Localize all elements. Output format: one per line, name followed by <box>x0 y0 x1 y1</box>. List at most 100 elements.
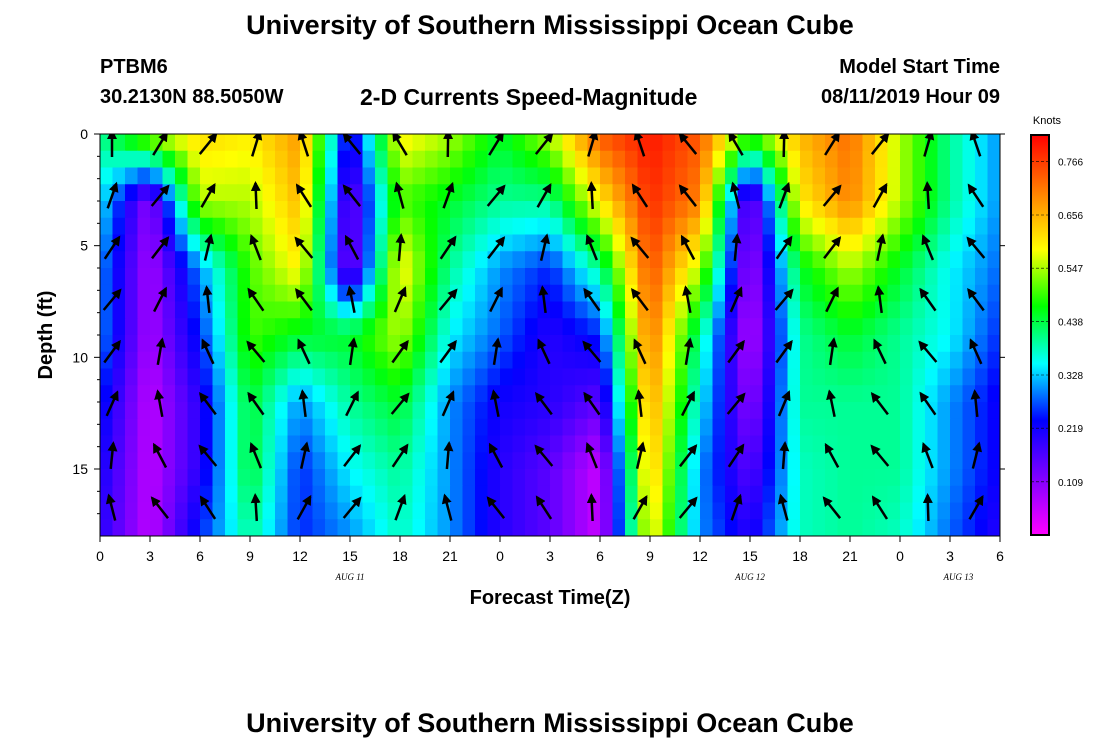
heatmap-cell <box>400 418 414 437</box>
heatmap-cell <box>425 217 439 236</box>
heatmap-cell <box>187 452 201 470</box>
heatmap-cell <box>737 217 751 236</box>
heatmap-cell <box>787 418 801 437</box>
x-tick-label: 18 <box>392 548 408 564</box>
heatmap-cell <box>887 284 901 303</box>
heatmap-cell <box>812 418 826 437</box>
heatmap-cell <box>612 167 626 185</box>
heatmap-cell <box>150 217 164 236</box>
heatmap-cell <box>762 502 776 520</box>
heatmap-cell <box>700 284 714 303</box>
current-arrow <box>971 441 983 469</box>
heatmap-cell <box>425 402 439 420</box>
heatmap-cell <box>612 335 626 353</box>
heatmap-cell <box>912 201 926 219</box>
heatmap-cell <box>162 217 176 236</box>
heatmap-cell <box>450 150 464 169</box>
heatmap-cell <box>712 201 726 219</box>
heatmap-cell <box>887 519 901 536</box>
heatmap-cell <box>250 519 264 536</box>
heatmap-cell <box>475 519 489 536</box>
heatmap-cell <box>800 485 814 504</box>
heatmap-cell <box>650 519 664 536</box>
heatmap-cell <box>175 435 189 453</box>
heatmap-cell <box>237 134 251 152</box>
heatmap-cell <box>387 167 401 185</box>
heatmap-cell <box>925 351 939 370</box>
current-arrow <box>918 340 938 363</box>
heatmap-cell <box>462 351 476 370</box>
current-arrow <box>778 181 791 209</box>
heatmap-cell <box>862 318 876 336</box>
heatmap-cell <box>750 251 764 269</box>
current-arrow <box>632 494 648 520</box>
heatmap-cell <box>237 452 251 470</box>
current-arrow <box>250 493 261 522</box>
heatmap-cell <box>850 167 864 185</box>
heatmap-cell <box>625 150 639 169</box>
heatmap-cell <box>475 134 489 152</box>
heatmap-cell <box>300 318 314 336</box>
heatmap-cell <box>587 150 601 169</box>
heatmap-cell <box>875 167 889 185</box>
heatmap-cell <box>700 418 714 437</box>
heatmap-cell <box>225 251 239 269</box>
heatmap-cell <box>475 402 489 420</box>
heatmap-cell <box>812 318 826 336</box>
heatmap-cell <box>575 217 589 236</box>
heatmap-cell <box>625 184 639 202</box>
heatmap-cell <box>737 301 751 319</box>
heatmap-cell <box>537 469 551 487</box>
colorbar-tick-label: 0.109 <box>1058 478 1083 489</box>
heatmap-cell <box>700 519 714 536</box>
heatmap-cell <box>512 217 526 236</box>
heatmap-cell <box>887 217 901 236</box>
heatmap-cell <box>125 234 139 252</box>
heatmap-cell <box>525 318 539 336</box>
heatmap-cell <box>175 284 189 303</box>
heatmap-cell <box>275 368 289 386</box>
heatmap-cell <box>875 150 889 169</box>
heatmap-cell <box>975 217 989 236</box>
heatmap-cell <box>837 351 851 370</box>
heatmap-cell <box>337 134 351 152</box>
heatmap-cell <box>850 519 864 536</box>
heatmap-cell <box>750 435 764 453</box>
heatmap-cell <box>975 418 989 437</box>
heatmap-cell <box>737 335 751 353</box>
heatmap-cell <box>500 469 514 487</box>
heatmap-cell <box>475 385 489 403</box>
heatmap-cell <box>412 385 426 403</box>
heatmap-cell <box>575 134 589 152</box>
heatmap-cell <box>712 435 726 453</box>
current-arrow <box>200 182 216 208</box>
heatmap-cell <box>975 284 989 303</box>
current-arrow <box>633 134 646 157</box>
date-label: AUG 13 <box>942 572 973 582</box>
heatmap-cell <box>575 234 589 252</box>
current-arrow <box>728 134 744 156</box>
heatmap-cell <box>837 301 851 319</box>
heatmap-cell <box>687 301 701 319</box>
heatmap-cell <box>162 301 176 319</box>
heatmap-cell <box>100 318 114 336</box>
heatmap-cell <box>837 385 851 403</box>
heatmap-cell <box>625 485 639 504</box>
heatmap-cell <box>475 502 489 520</box>
heatmap-cell <box>162 251 176 269</box>
heatmap-cell <box>412 435 426 453</box>
heatmap-cell <box>762 368 776 386</box>
heatmap-cell <box>762 335 776 353</box>
current-arrow <box>775 235 793 260</box>
heatmap-cell <box>837 167 851 185</box>
heatmap-cell <box>325 318 339 336</box>
heatmap-cell <box>312 184 326 202</box>
heatmap-cell <box>462 418 476 437</box>
heatmap-cell <box>800 134 814 152</box>
current-arrow <box>583 287 601 312</box>
heatmap-cell <box>887 385 901 403</box>
heatmap-cell <box>375 418 389 437</box>
heatmap-cell <box>887 418 901 437</box>
heatmap-cell <box>600 251 614 269</box>
heatmap-cell <box>662 268 676 286</box>
